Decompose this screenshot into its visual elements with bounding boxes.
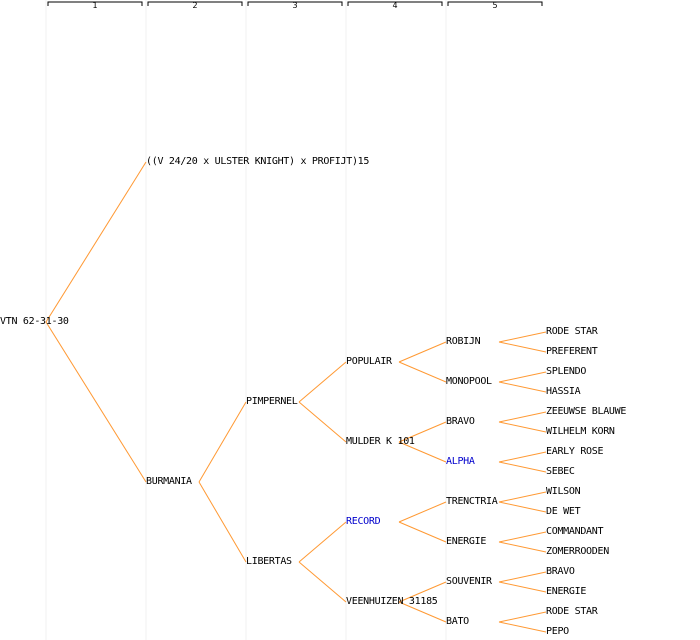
pedigree-edge [498, 611, 547, 623]
ancestor-bravo: BRAVO [446, 416, 475, 427]
pedigree-edge [198, 401, 247, 483]
pedigree-edge [498, 571, 547, 583]
pedigree-edge [398, 361, 447, 383]
pedigree-edge [498, 331, 547, 343]
ancestor-energie: ENERGIE [446, 536, 487, 547]
pedigree-edge [298, 561, 347, 603]
root-variety-name: VTN 62-31-30 [0, 316, 69, 327]
pedigree-edge [498, 621, 547, 633]
pedigree-edge [198, 481, 247, 563]
pedigree-edge [498, 411, 547, 423]
ancestor-populair: POPULAIR [346, 356, 392, 367]
pedigree-edge [298, 361, 347, 403]
ancestor-early-rose: EARLY ROSE [546, 446, 604, 457]
pedigree-edge [398, 581, 447, 603]
generation-bracket [447, 1, 543, 6]
generation-label: 3 [292, 1, 298, 10]
ancestor-rode-star: RODE STAR [546, 326, 598, 337]
pedigree-edge [398, 601, 447, 623]
pedigree-edge [498, 461, 547, 473]
pedigree-edge [398, 421, 447, 443]
ancestor-monopool: MONOPOOL [446, 376, 492, 387]
generation-bracket [347, 1, 443, 6]
ancestor-wilson: WILSON [546, 486, 581, 497]
pedigree-edge [398, 501, 447, 523]
ancestor-burmania: BURMANIA [146, 476, 192, 487]
pedigree-edge [45, 161, 147, 323]
pedigree-edge [498, 421, 547, 433]
ancestor-preferent: PREFERENT [546, 346, 598, 357]
ancestor-splendo: SPLENDO [546, 366, 587, 377]
ancestor-v-24-20-x-ulster-knight-x-profijt-15: ((V 24/20 x ULSTER KNIGHT) x PROFIJT)15 [146, 156, 370, 167]
ancestor-zomerrooden: ZOMERROODEN [546, 546, 609, 557]
pedigree-edge [498, 541, 547, 553]
pedigree-edge [398, 341, 447, 363]
ancestor-souvenir: SOUVENIR [446, 576, 492, 587]
ancestor-zeeuwse-blauwe: ZEEUWSE BLAUWE [546, 406, 627, 417]
ancestor-alpha[interactable]: ALPHA [446, 456, 475, 467]
generation-label: 2 [192, 1, 198, 10]
pedigree-edge [45, 321, 147, 483]
pedigree-edge [498, 341, 547, 353]
pedigree-edge [498, 531, 547, 543]
ancestor-record[interactable]: RECORD [346, 516, 381, 527]
ancestor-libertas: LIBERTAS [246, 556, 292, 567]
pedigree-edge [498, 451, 547, 463]
generation-bracket [147, 1, 243, 6]
ancestor-pimpernel: PIMPERNEL [246, 396, 298, 407]
generation-bracket [247, 1, 343, 6]
ancestor-sebec: SEBEC [546, 466, 575, 477]
pedigree-edge [498, 501, 547, 513]
pedigree-edge [498, 381, 547, 393]
pedigree-edge [498, 581, 547, 593]
ancestor-rode-star: RODE STAR [546, 606, 598, 617]
ancestor-veenhuizen-31185: VEENHUIZEN 31185 [346, 596, 438, 607]
ancestor-mulder-k-101: MULDER K 101 [346, 436, 415, 447]
ancestor-bato: BATO [446, 616, 469, 627]
pedigree-edge [498, 491, 547, 503]
ancestor-energie: ENERGIE [546, 586, 587, 597]
pedigree-edge [298, 401, 347, 443]
generation-label: 1 [92, 1, 98, 10]
pedigree-edge [298, 521, 347, 563]
generation-label: 5 [492, 1, 498, 10]
ancestor-wilhelm-korn: WILHELM KORN [546, 426, 615, 437]
ancestor-commandant: COMMANDANT [546, 526, 604, 537]
pedigree-edge [498, 371, 547, 383]
ancestor-bravo: BRAVO [546, 566, 575, 577]
generation-bracket [47, 1, 143, 6]
ancestor-robijn: ROBIJN [446, 336, 481, 347]
ancestor-de-wet: DE WET [546, 506, 581, 517]
ancestor-hassia: HASSIA [546, 386, 581, 397]
pedigree-edge [398, 521, 447, 543]
ancestor-trenctria: TRENCTRIA [446, 496, 498, 507]
generation-label: 4 [392, 1, 398, 10]
pedigree-edge [398, 441, 447, 463]
ancestor-pepo: PEPO [546, 626, 569, 637]
